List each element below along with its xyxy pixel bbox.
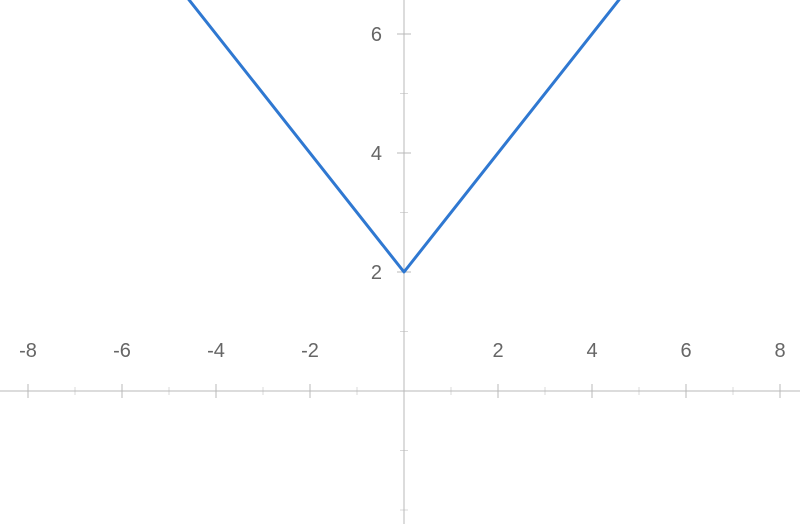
x-tick-label: 4 bbox=[586, 340, 597, 362]
chart-background bbox=[0, 0, 800, 524]
chart-svg: -8 -6 -4 -2 2 4 6 8 2 4 6 bbox=[0, 0, 800, 524]
x-tick-label: 6 bbox=[680, 340, 691, 362]
x-tick-label: -6 bbox=[113, 340, 131, 362]
y-tick-label: 6 bbox=[371, 24, 382, 46]
absolute-value-chart: -8 -6 -4 -2 2 4 6 8 2 4 6 bbox=[0, 0, 800, 524]
x-tick-label: 2 bbox=[492, 340, 503, 362]
x-tick-label: -2 bbox=[301, 340, 319, 362]
x-tick-label: 8 bbox=[774, 340, 785, 362]
y-tick-label: 2 bbox=[371, 262, 382, 284]
x-tick-label: -4 bbox=[207, 340, 225, 362]
x-tick-label: -8 bbox=[19, 340, 37, 362]
y-tick-label: 4 bbox=[371, 143, 382, 165]
